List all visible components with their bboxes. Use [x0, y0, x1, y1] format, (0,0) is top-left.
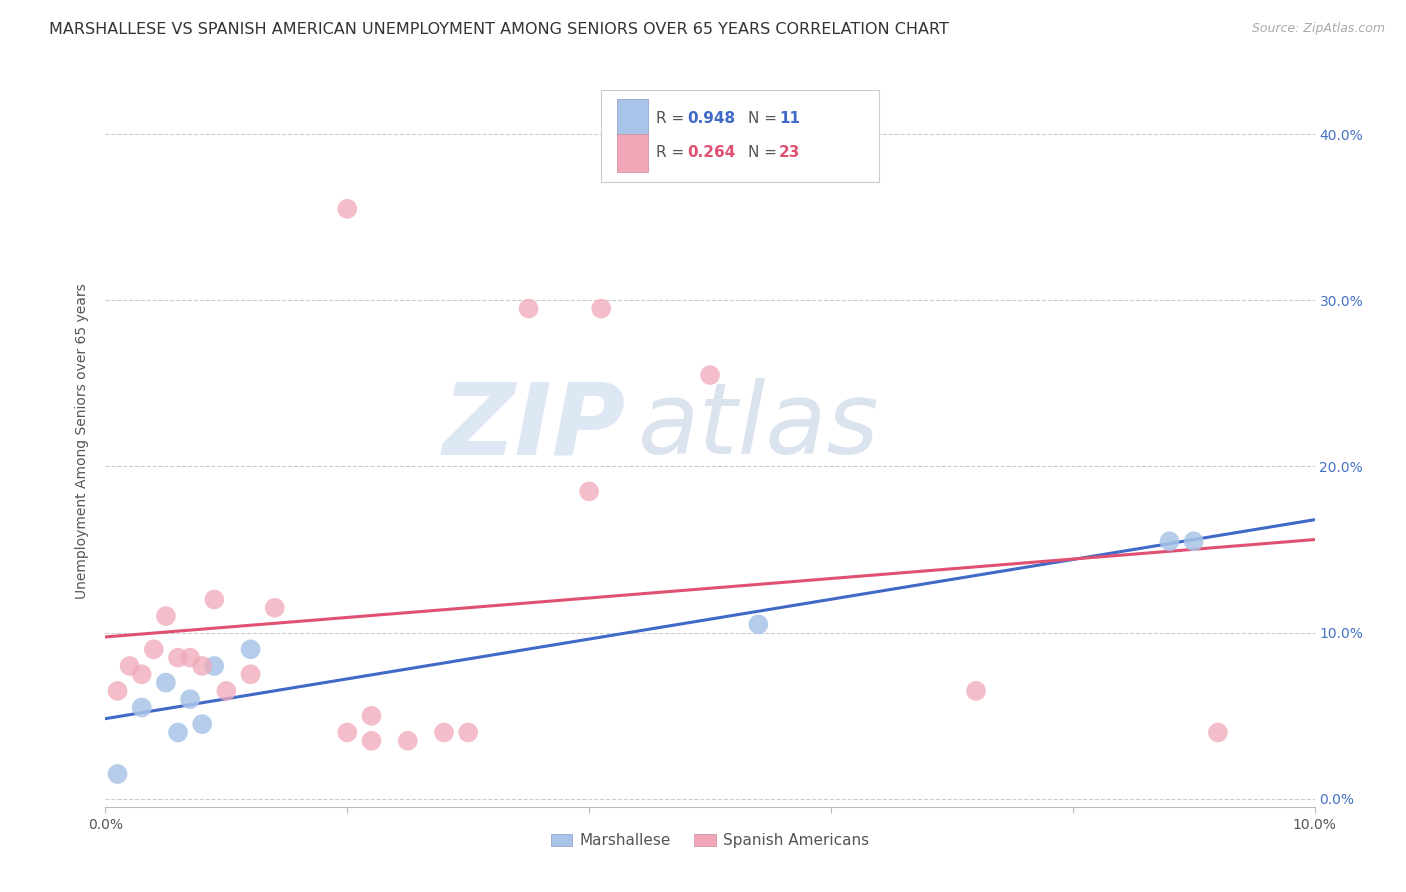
Text: MARSHALLESE VS SPANISH AMERICAN UNEMPLOYMENT AMONG SENIORS OVER 65 YEARS CORRELA: MARSHALLESE VS SPANISH AMERICAN UNEMPLOY… — [49, 22, 949, 37]
Text: 0.264: 0.264 — [688, 145, 735, 161]
Text: atlas: atlas — [637, 378, 879, 475]
Point — [747, 617, 769, 632]
Point — [360, 733, 382, 747]
Point — [167, 650, 190, 665]
Point — [202, 592, 225, 607]
Text: R =: R = — [655, 111, 689, 126]
Text: R =: R = — [655, 145, 689, 161]
Point — [142, 642, 165, 657]
Text: N =: N = — [748, 111, 782, 126]
Point — [107, 767, 129, 781]
Point — [591, 301, 613, 316]
Point — [517, 301, 540, 316]
Point — [131, 667, 153, 681]
Point — [155, 675, 177, 690]
Point — [179, 692, 201, 706]
Point — [360, 708, 382, 723]
Legend: Marshallese, Spanish Americans: Marshallese, Spanish Americans — [544, 827, 876, 855]
Point — [215, 684, 238, 698]
Point — [578, 484, 600, 499]
Text: N =: N = — [748, 145, 782, 161]
Point — [118, 659, 141, 673]
Point — [202, 659, 225, 673]
Point — [965, 684, 987, 698]
Point — [191, 659, 214, 673]
Point — [433, 725, 456, 739]
Point — [179, 650, 201, 665]
Point — [1159, 534, 1181, 549]
Point — [336, 202, 359, 216]
Text: ZIP: ZIP — [443, 378, 626, 475]
Point — [107, 684, 129, 698]
Y-axis label: Unemployment Among Seniors over 65 years: Unemployment Among Seniors over 65 years — [76, 284, 90, 599]
Text: 23: 23 — [779, 145, 800, 161]
Point — [699, 368, 721, 382]
Point — [191, 717, 214, 731]
Point — [155, 609, 177, 624]
Point — [263, 600, 285, 615]
Point — [457, 725, 479, 739]
Point — [131, 700, 153, 714]
Point — [336, 725, 359, 739]
Text: 0.948: 0.948 — [688, 111, 735, 126]
Point — [239, 642, 262, 657]
Point — [1206, 725, 1229, 739]
Point — [396, 733, 419, 747]
Point — [1182, 534, 1205, 549]
Text: Source: ZipAtlas.com: Source: ZipAtlas.com — [1251, 22, 1385, 36]
Point — [239, 667, 262, 681]
Point — [167, 725, 190, 739]
FancyBboxPatch shape — [602, 90, 879, 182]
FancyBboxPatch shape — [617, 134, 648, 171]
FancyBboxPatch shape — [617, 99, 648, 137]
Text: 11: 11 — [779, 111, 800, 126]
